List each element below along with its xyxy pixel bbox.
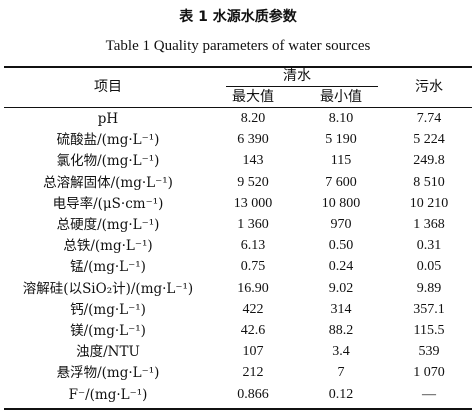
header-waste: 污水 — [415, 79, 443, 95]
row-min: 8.10 — [328, 111, 354, 126]
bottom-rule — [4, 408, 472, 410]
row-name: 悬浮物/(mg·L⁻¹) — [56, 365, 160, 381]
header-item: 项目 — [94, 79, 122, 95]
row-max: 212 — [242, 365, 264, 380]
row-max: 0.866 — [237, 387, 269, 402]
row-min: 3.4 — [332, 344, 350, 359]
row-min: 10 800 — [321, 196, 361, 211]
row-waste: 7.74 — [416, 111, 442, 126]
row-name: 电导率/(μS·cm⁻¹) — [52, 196, 164, 212]
row-name: 总铁/(mg·L⁻¹) — [63, 238, 153, 254]
row-min: 0.24 — [328, 259, 354, 274]
row-name: 浊度/NTU — [76, 344, 140, 360]
row-name: 锰/(mg·L⁻¹) — [70, 259, 146, 275]
row-min: 88.2 — [328, 323, 354, 338]
row-waste: 115.5 — [413, 323, 445, 338]
row-min: 115 — [330, 153, 352, 168]
row-waste: 5 224 — [413, 132, 445, 147]
row-min: 9.02 — [328, 281, 354, 296]
row-waste: 1 070 — [413, 365, 445, 380]
row-name: 钙/(mg·L⁻¹) — [70, 302, 146, 318]
row-max: 42.6 — [240, 323, 266, 338]
row-waste: 8 510 — [413, 175, 445, 190]
row-waste: 10 210 — [409, 196, 449, 211]
row-max: 13 000 — [233, 196, 273, 211]
header-max: 最大值 — [232, 89, 274, 105]
row-waste: 9.89 — [416, 281, 442, 296]
row-min: 7 600 — [325, 175, 357, 190]
row-name: 溶解硅(以SiO₂计)/(mg·L⁻¹) — [22, 281, 194, 297]
row-name: 总硬度/(mg·L⁻¹) — [56, 217, 160, 233]
row-waste: 249.8 — [413, 153, 445, 168]
row-min: 0.12 — [328, 387, 354, 402]
row-max: 6 390 — [237, 132, 269, 147]
row-max: 1 360 — [237, 217, 269, 232]
row-max: 107 — [242, 344, 264, 359]
row-max: 8.20 — [240, 111, 266, 126]
row-max: 9 520 — [237, 175, 269, 190]
row-name: F⁻/(mg·L⁻¹) — [68, 387, 148, 403]
row-waste: 1 368 — [413, 217, 445, 232]
row-name: 镁/(mg·L⁻¹) — [70, 323, 146, 339]
row-max: 0.75 — [240, 259, 266, 274]
row-max: 16.90 — [237, 281, 269, 296]
row-min: 5 190 — [325, 132, 357, 147]
header-min: 最小值 — [320, 89, 362, 105]
table-title-cn: 表 1 水源水质参数 — [179, 9, 297, 25]
row-name: pH — [97, 111, 119, 127]
row-min: 7 — [337, 365, 345, 380]
row-name: 总溶解固体/(mg·L⁻¹) — [43, 175, 173, 191]
row-max: 143 — [242, 153, 264, 168]
row-max: 6.13 — [240, 238, 266, 253]
row-waste: 539 — [418, 344, 440, 359]
row-name: 氯化物/(mg·L⁻¹) — [56, 153, 160, 169]
row-waste: 0.31 — [416, 238, 442, 253]
top-rule — [4, 66, 472, 68]
header-rule — [4, 107, 472, 108]
row-waste: — — [422, 387, 436, 402]
table-title-en: Table 1 Quality parameters of water sour… — [105, 38, 371, 54]
row-waste: 357.1 — [413, 302, 445, 317]
row-min: 0.50 — [328, 238, 354, 253]
row-min: 970 — [330, 217, 352, 232]
row-min: 314 — [330, 302, 352, 317]
header-clean: 清水 — [283, 68, 311, 84]
row-waste: 0.05 — [416, 259, 442, 274]
clean-underline — [226, 86, 378, 87]
row-max: 422 — [242, 302, 264, 317]
row-name: 硫酸盐/(mg·L⁻¹) — [56, 132, 160, 148]
